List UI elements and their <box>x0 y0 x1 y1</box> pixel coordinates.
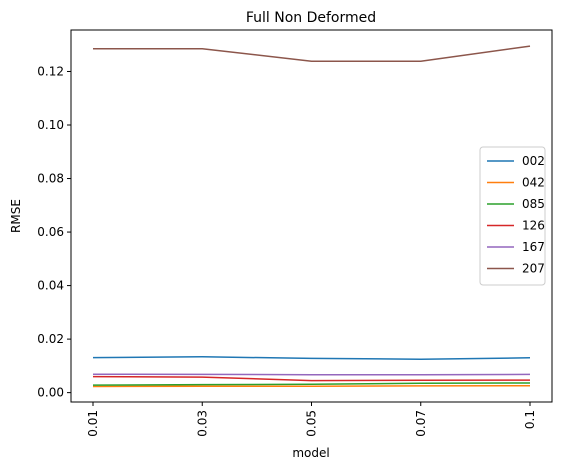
series-line-085 <box>92 382 531 386</box>
x-tick-label: 0.03 <box>195 410 209 437</box>
y-axis: 0.00 0.02 0.04 0.06 0.08 0.10 0.12 <box>37 64 71 400</box>
legend-label-126: 126 <box>522 219 545 233</box>
y-tick-label: 0.06 <box>37 225 64 239</box>
x-tick-label: 0.1 <box>523 410 537 429</box>
x-axis-label: model <box>292 446 329 460</box>
series-line-002 <box>92 356 531 360</box>
chart-title: Full Non Deformed <box>246 10 376 26</box>
legend: 002 042 085 126 167 207 <box>479 146 546 286</box>
y-tick-label: 0.04 <box>37 279 64 293</box>
series-line-207 <box>93 45 531 63</box>
legend-label-085: 085 <box>522 197 545 211</box>
series-lines <box>92 45 531 388</box>
y-tick-label: 0.10 <box>37 118 64 132</box>
legend-label-042: 042 <box>522 176 545 190</box>
y-tick-label: 0.12 <box>37 64 64 78</box>
y-tick-label: 0.02 <box>37 332 64 346</box>
y-tick-label: 0.08 <box>37 172 64 186</box>
plot-area <box>70 29 553 403</box>
x-tick-label: 0.01 <box>86 410 100 437</box>
series-line-167 <box>92 373 531 376</box>
y-axis-label: RMSE <box>9 199 23 233</box>
x-tick-label: 0.05 <box>305 410 319 437</box>
x-tick-label: 0.07 <box>414 410 428 437</box>
legend-label-207: 207 <box>522 262 545 276</box>
legend-label-167: 167 <box>522 240 545 254</box>
y-tick-label: 0.00 <box>37 386 64 400</box>
x-axis: 0.01 0.03 0.05 0.07 0.1 <box>86 402 537 437</box>
legend-box <box>479 146 546 286</box>
series-line-042 <box>92 384 531 388</box>
series-line-126 <box>92 375 531 382</box>
legend-label-002: 002 <box>522 154 545 168</box>
